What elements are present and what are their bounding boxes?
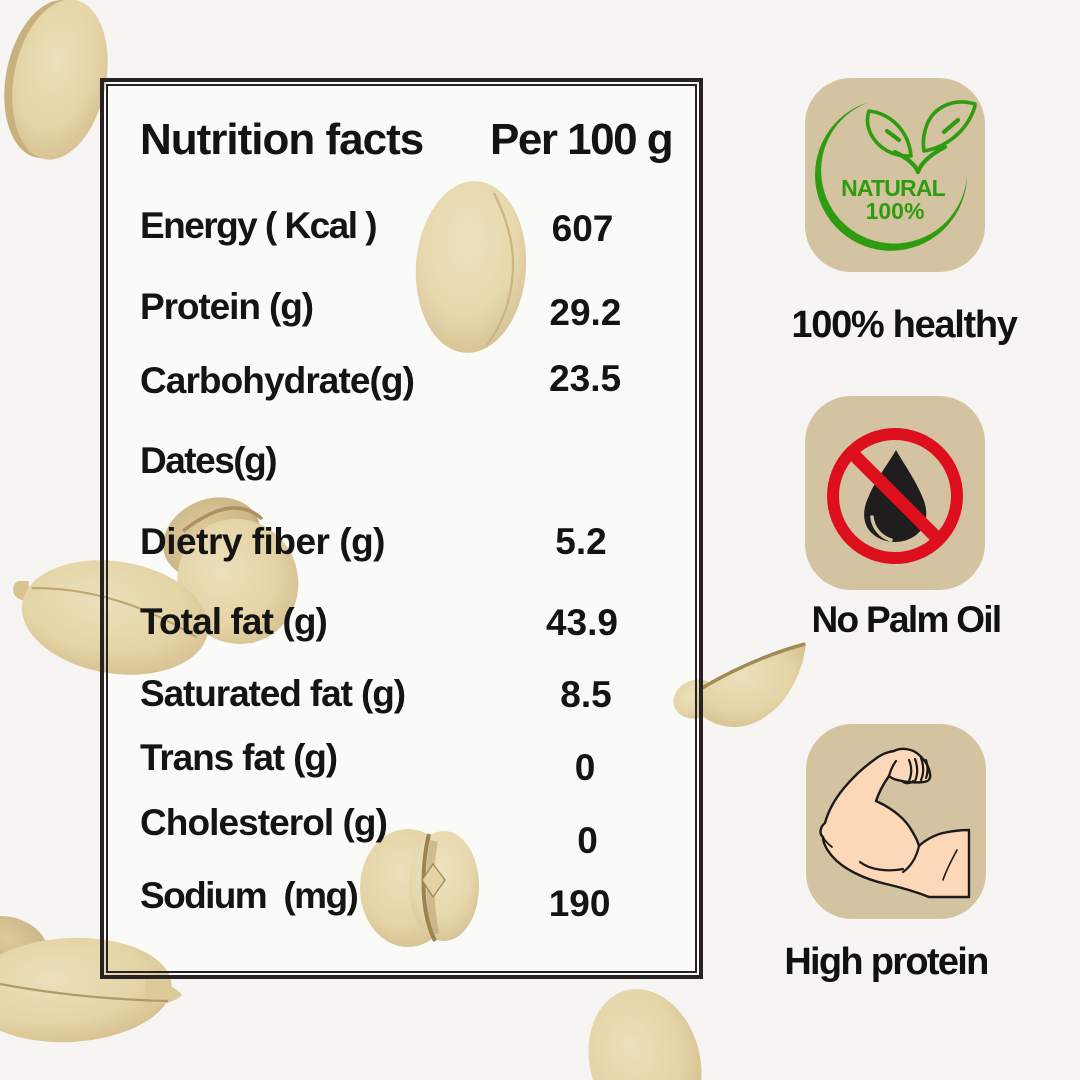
- svg-text:NATURAL: NATURAL: [841, 175, 946, 201]
- svg-text:100%: 100%: [866, 198, 925, 224]
